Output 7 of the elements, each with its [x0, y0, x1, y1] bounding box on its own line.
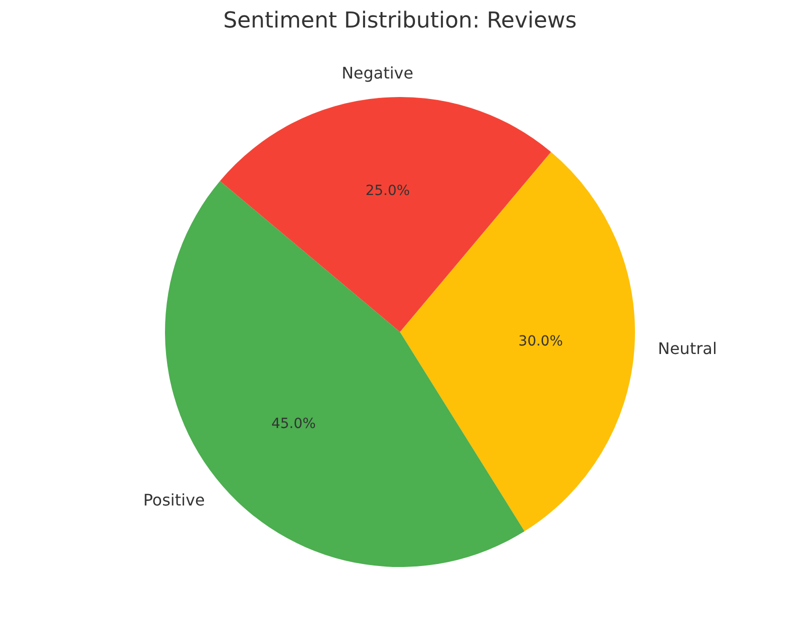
- data-label: 30.0%: [518, 333, 563, 350]
- data-label: 45.0%: [271, 416, 316, 432]
- data-label: 25.0%: [365, 183, 410, 200]
- chart-title: Sentiment Distribution: Reviews: [223, 8, 577, 34]
- slice-label: Positive: [143, 490, 205, 510]
- slice-label: Neutral: [658, 339, 717, 358]
- slice-label: Negative: [342, 64, 414, 83]
